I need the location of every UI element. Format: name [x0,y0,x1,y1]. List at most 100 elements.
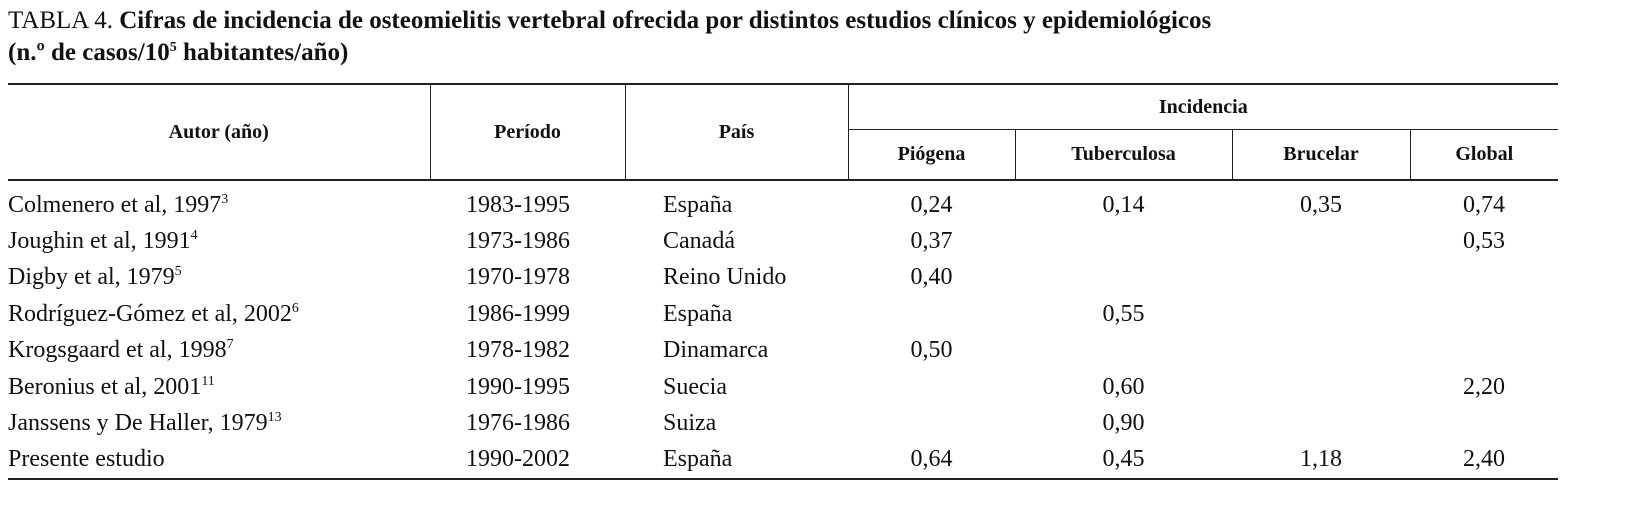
author: Rodríguez-Gómez et al, 2002 [8,300,292,327]
incidence-cell [1232,260,1410,296]
reference: 4 [190,228,198,244]
incidence-cell: 0,45 [1102,446,1145,473]
incidence-cell: 0,35 [1300,191,1342,218]
country-cell: España [663,446,733,473]
incidence-cell: 0,60 [1102,373,1145,400]
incidence-cell [1410,296,1558,332]
table-head: Autor (año) Período País Incidencia Pióg… [8,84,1559,180]
header-cell: Brucelar [1231,129,1410,180]
incidence-cell [848,369,1015,405]
author-cell: Presente estudio [8,442,430,479]
reference: 13 [267,410,282,426]
incidence-cell: 0,14 [1102,191,1145,218]
table-row: Digby et al, 19795 1970-1978 Reino Unido 0,… [8,260,1558,296]
author: Presente estudio [8,446,165,473]
period-cell: 1986-1999 [466,300,570,327]
incidence-cell: 0,37 [910,228,953,255]
incidence-cell: 1,18 [1300,446,1342,473]
header-cell: Incidencia [847,84,1559,130]
table-row: Joughin et al, 19914 1973-1986 Canadá 0,37 0… [8,223,1558,259]
incidence-cell [1410,405,1558,441]
period-cell: 1976-1986 [466,410,570,437]
header-cell: Tuberculosa [1014,129,1232,180]
incidence-cell: 0,53 [1463,228,1506,255]
table: Autor (año) Período País Incidencia Pióg… [8,83,1559,480]
incidence-cell [1015,333,1232,369]
incidence-cell: 0,40 [910,264,953,291]
unit-exponent: 5 [169,40,177,55]
table-row: Presente estudio 1990-2002 España 0,64 0,45 1… [8,442,1558,479]
unit-suffix: habitantes/año) [176,39,349,66]
period-cell: 1990-2002 [466,446,570,473]
incidence-cell: 0,90 [1102,410,1145,437]
incidence-cell: 2,40 [1463,446,1506,473]
country-cell: España [663,300,733,327]
caption-title: Cifras de incidencia de osteomielitis ve… [119,7,1212,34]
author-cell: Colmenero et al, 19973 [8,180,430,223]
header-cell: Global [1409,129,1559,180]
incidence-cell: 2,20 [1463,373,1506,400]
caption-unit: (n.º de casos/105 habitantes/año) [8,38,348,68]
incidence-cell [1232,223,1410,259]
reference: 5 [174,264,182,280]
table-row: Janssens y De Haller, 197913 1976-1986 Sui… [8,405,1558,441]
incidence-cell [1232,333,1410,369]
incidence-cell: 0,74 [1463,191,1506,218]
table-row: Beronius et al, 200111 1990-1995 Suecia 0,6… [8,369,1558,405]
author-cell: Digby et al, 19795 [8,260,430,296]
caption: TABLA 4. Cifras de incidencia de osteomi… [8,6,1211,36]
country-cell: España [663,191,733,218]
incidence-cell [1232,296,1410,332]
author-cell: Joughin et al, 19914 [8,223,430,259]
country-cell: Suecia [663,373,727,400]
incidence-cell [1410,333,1558,369]
incidence-cell: 0,55 [1102,300,1145,327]
reference: 3 [221,191,229,207]
author-cell: Krogsgaard et al, 19987 [8,333,430,369]
author: Joughin et al, 1991 [8,228,191,255]
caption-label: TABLA 4. [8,7,113,34]
incidence-cell [1410,260,1558,296]
incidence-cell [1232,405,1410,441]
country-cell: Reino Unido [663,264,787,291]
country-cell: Canadá [663,228,735,255]
reference: 6 [291,300,299,316]
unit-prefix: (n.º de casos/10 [8,39,170,66]
header-row: Autor (año) Período País Incidencia [8,84,1559,180]
author: Janssens y De Haller, 1979 [8,410,268,437]
header-cell: Autor (año) [168,120,269,143]
incidence-cell: 0,50 [910,337,953,364]
period-cell: 1978-1982 [466,337,570,364]
header-row: Piógena Tuberculosa Brucelar Global [8,129,1559,180]
incidence-cell [1015,223,1232,259]
country-cell: Dinamarca [663,337,769,364]
table-row: Rodríguez-Gómez et al, 20026 1986-1999 Esp… [8,296,1558,332]
author: Colmenero et al, 1997 [8,191,222,218]
author-cell: Beronius et al, 200111 [8,369,430,405]
header-cell: Piógena [847,129,1015,180]
period-cell: 1970-1978 [466,264,570,291]
table-body: Colmenero et al, 19973 1983-1995 España 0,2… [8,180,1559,480]
author-cell: Rodríguez-Gómez et al, 20026 [8,296,430,332]
period-cell: 1990-1995 [466,373,570,400]
incidence-cell [1015,260,1232,296]
author: Digby et al, 1979 [8,264,175,291]
incidence-cell: 0,64 [910,446,953,473]
table-row: Krogsgaard et al, 19987 1978-1982 Dinamarc… [8,333,1558,369]
table-row: Colmenero et al, 19973 1983-1995 España 0,2… [8,180,1558,223]
incidence-cell [848,405,1015,441]
period-cell: 1983-1995 [466,191,570,218]
incidence-cell [1232,369,1410,405]
author: Krogsgaard et al, 1998 [8,337,227,364]
author-cell: Janssens y De Haller, 197913 [8,405,430,441]
header-cell: Período [429,84,625,180]
reference: 11 [201,373,215,389]
period-cell: 1973-1986 [466,228,570,255]
country-cell: Suiza [663,410,717,437]
header-cell: País [624,84,848,180]
incidence-cell: 0,24 [910,191,953,218]
reference: 7 [226,337,234,353]
author: Beronius et al, 2001 [8,373,202,400]
incidence-cell [848,296,1015,332]
